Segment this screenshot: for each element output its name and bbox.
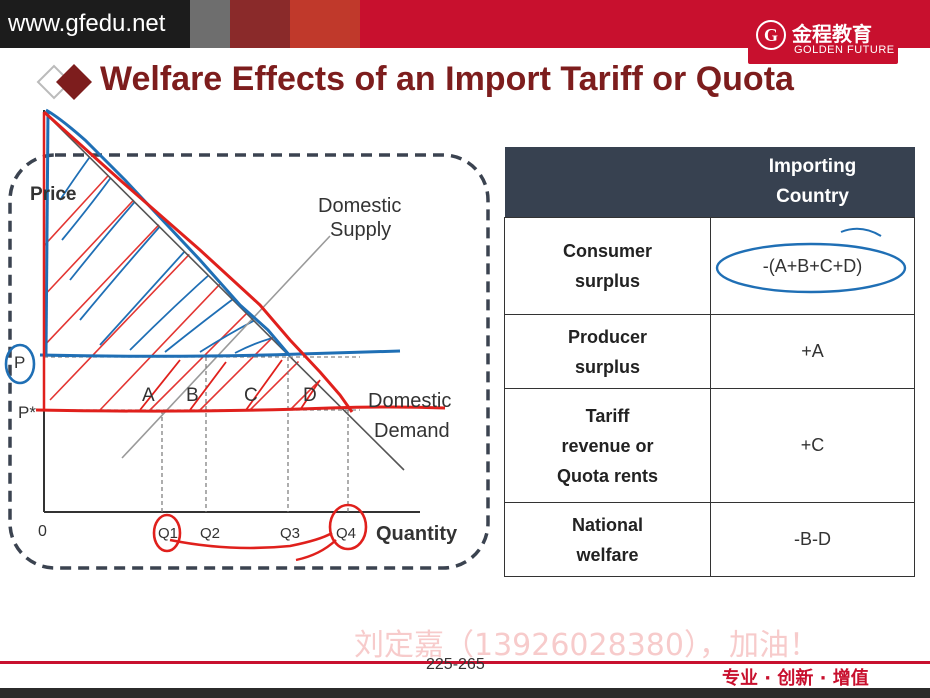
row-value-tariff-revenue: +C: [710, 388, 915, 503]
brand-logo-icon: G: [756, 20, 786, 50]
slide-title: Welfare Effects of an Import Tariff or Q…: [100, 60, 794, 98]
row-label-tariff-revenue: Tariff revenue or Quota rents: [504, 388, 711, 503]
top-banner: www.gfedu.net: [0, 0, 930, 48]
area-label-a: A: [142, 385, 155, 406]
row-value-national-welfare: -B-D: [710, 502, 915, 577]
blue-circle-p: [4, 343, 36, 385]
red-bracket-line: [169, 531, 333, 550]
blue-hatch-area: [59, 149, 286, 354]
red-arrow-line: [295, 539, 337, 562]
quantity-label-q3: Q3: [280, 525, 300, 542]
row-label-national-welfare: National welfare: [504, 502, 711, 577]
price-label-pstar: P*: [18, 403, 36, 422]
table-row: Producer surplus +A: [504, 314, 915, 389]
table-header-blank: [504, 147, 711, 218]
supply-label-line2: Supply: [330, 219, 391, 241]
red-slash-d: [299, 379, 321, 411]
footer-slogan: 专业 · 创新 · 增值: [722, 668, 869, 689]
red-slash-c: [245, 359, 283, 411]
welfare-table: Importing Country Consumer surplus -(A+B…: [504, 147, 915, 577]
y-axis-label: Price: [30, 184, 76, 205]
area-label-d: D: [303, 385, 317, 406]
red-circle-q1: [152, 513, 182, 553]
blue-left-edge: [44, 111, 50, 356]
footer-divider: [0, 661, 930, 664]
footer-bar: [0, 688, 930, 698]
demand-label-line1: Domestic: [368, 390, 451, 412]
welfare-diagram: Price Quantity 0 P P* Domestic Supply Do…: [4, 108, 490, 570]
red-pstar-line: [35, 405, 446, 413]
price-label-p: P: [14, 353, 25, 372]
watermark: 刘定嘉（13926028380），加油！: [354, 628, 819, 663]
table-row: National welfare -B-D: [504, 502, 915, 577]
origin-label: 0: [38, 523, 47, 540]
red-slash-a: [139, 359, 181, 411]
title-diamond-icon: [36, 64, 92, 100]
supply-label-line1: Domestic: [318, 195, 401, 217]
brand-name-en: GOLDEN FUTURE: [794, 44, 895, 56]
quantity-label-q1: Q1: [158, 525, 178, 542]
row-value-producer-surplus: +A: [710, 314, 915, 389]
quantity-guides: [161, 357, 349, 512]
diagram-frame: [8, 153, 490, 570]
demand-curve: [43, 111, 405, 471]
demand-label-line2: Demand: [374, 420, 450, 442]
table-header-importing: Importing Country: [710, 147, 915, 218]
table-row: Consumer surplus -(A+B+C+D): [504, 217, 915, 315]
quantity-label-q2: Q2: [200, 525, 220, 542]
site-url: www.gfedu.net: [8, 10, 166, 37]
page-number: 225-265: [426, 656, 485, 673]
red-slash-b: [189, 361, 227, 411]
row-label-consumer-surplus: Consumer surplus: [504, 217, 711, 315]
blue-triangle-outline: [45, 108, 292, 357]
quantity-label-q4: Q4: [336, 525, 356, 542]
red-large-triangle: [42, 110, 354, 413]
row-value-consumer-surplus: -(A+B+C+D): [710, 217, 915, 315]
area-label-b: B: [186, 385, 199, 406]
blue-price-line: [39, 349, 401, 358]
brand-name-cn: 金程教育: [792, 22, 872, 46]
table-row: Tariff revenue or Quota rents +C: [504, 388, 915, 503]
row-label-producer-surplus: Producer surplus: [504, 314, 711, 389]
red-circle-q4: [328, 503, 368, 551]
area-label-c: C: [244, 385, 258, 406]
blue-circle-annotation: [715, 227, 907, 294]
x-axis-label: Quantity: [376, 523, 458, 545]
red-hatch-area: [44, 129, 350, 411]
supply-curve: [121, 235, 331, 459]
